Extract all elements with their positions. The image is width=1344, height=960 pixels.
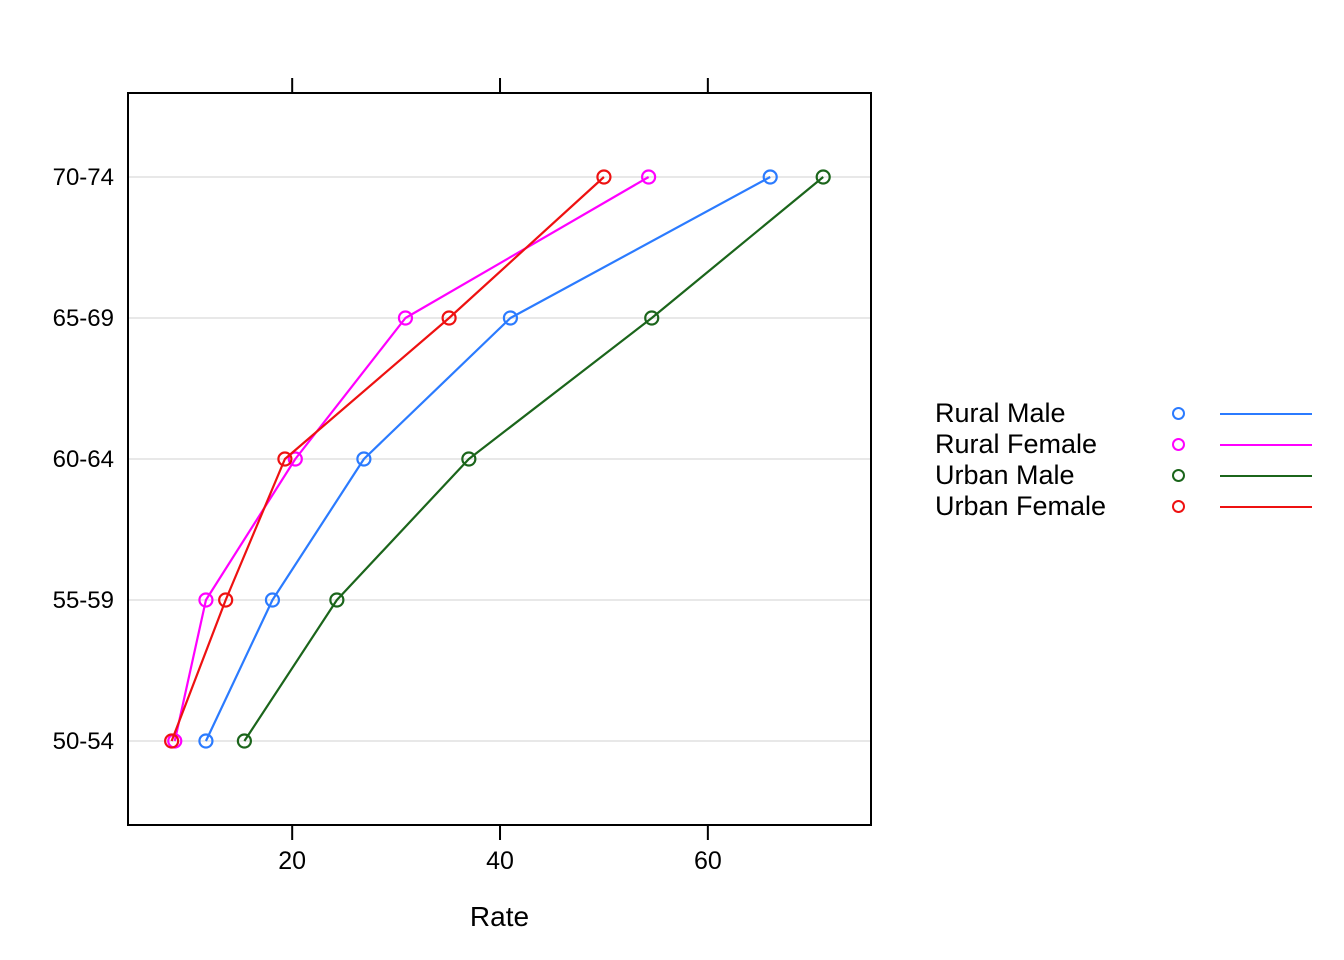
series-line (204, 176, 771, 742)
legend-line-icon (1220, 443, 1312, 446)
x-tick-label: 40 (486, 847, 514, 875)
legend-point-icon (1165, 407, 1191, 420)
data-point (502, 310, 519, 326)
x-axis-title: Rate (470, 901, 529, 932)
legend-row: Rural Male (935, 398, 1330, 429)
data-point (356, 451, 372, 467)
data-point (287, 451, 303, 467)
data-point (264, 592, 281, 608)
open-circle-icon (1171, 407, 1185, 420)
y-tick-label: 55-59 (53, 587, 114, 614)
x-tick-label: 20 (278, 847, 306, 875)
series-line (170, 176, 605, 742)
data-point (644, 310, 660, 326)
y-tick-label: 60-64 (53, 446, 114, 473)
legend-point-icon (1165, 469, 1191, 482)
open-circle-icon (1171, 500, 1185, 513)
legend-line-icon (1220, 412, 1312, 415)
data-point (815, 169, 831, 185)
data-point (198, 592, 214, 608)
data-point (461, 451, 477, 467)
x-tick-label: 60 (694, 847, 722, 875)
legend-label: Rural Male (935, 398, 1066, 428)
data-point (596, 169, 612, 185)
y-tick-label: 65-69 (53, 305, 114, 332)
legend-line-icon (1220, 474, 1312, 477)
legend-point-icon (1165, 438, 1191, 451)
data-point (441, 310, 457, 326)
data-point (277, 451, 293, 467)
legend-label: Urban Female (935, 491, 1107, 521)
legend: Rural Male Rural Female Urban Male Urban Fe… (935, 398, 1330, 522)
data-point (762, 169, 778, 185)
data-point (329, 592, 345, 608)
y-tick-label: 50-54 (53, 728, 114, 755)
data-point (218, 592, 234, 608)
legend-row: Urban Female (935, 491, 1330, 522)
series-line (173, 176, 650, 742)
legend-label: Rural Female (935, 429, 1098, 459)
y-tick-label: 70-74 (53, 164, 114, 191)
data-point (397, 310, 414, 326)
series-line (243, 176, 824, 742)
open-circle-icon (1171, 438, 1185, 451)
data-point (164, 733, 180, 749)
legend-label: Urban Male (935, 460, 1075, 490)
legend-point-icon (1165, 500, 1191, 513)
legend-line-icon (1220, 505, 1312, 508)
data-point (641, 169, 657, 185)
legend-row: Rural Female (935, 429, 1330, 460)
data-point (198, 733, 214, 749)
open-circle-icon (1171, 469, 1185, 482)
legend-row: Urban Male (935, 460, 1330, 491)
data-point (236, 733, 252, 749)
